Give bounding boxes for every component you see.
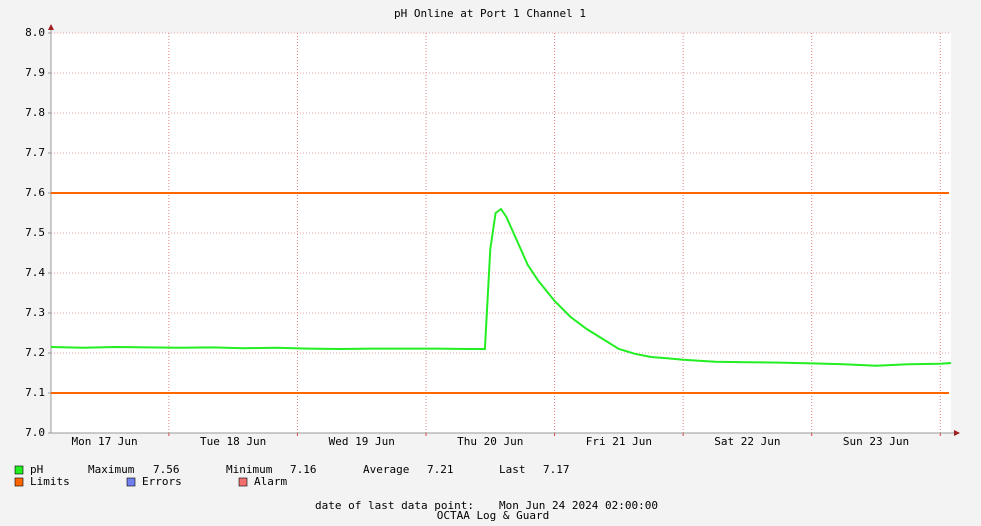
stat-label: Maximum (88, 463, 135, 476)
y-tick-label: 7.1 (25, 386, 45, 399)
axis-arrow (48, 24, 54, 30)
stat-value: 7.21 (427, 463, 454, 476)
legend-swatch (126, 477, 136, 487)
watermark: OCTAA Log & Guard (437, 509, 550, 522)
stat-value: 7.16 (290, 463, 317, 476)
stat-value: 7.56 (153, 463, 180, 476)
legend-label: Limits (30, 475, 70, 488)
y-tick-label: 7.4 (25, 266, 45, 279)
x-tick-label: Sun 23 Jun (843, 435, 909, 448)
x-tick-label: Thu 20 Jun (457, 435, 523, 448)
stat-label: Last (499, 463, 526, 476)
y-tick-label: 7.9 (25, 66, 45, 79)
footer-label: date of last data point: (315, 499, 474, 512)
x-tick-label: Tue 18 Jun (200, 435, 266, 448)
stat-label: Minimum (226, 463, 273, 476)
legend-label: Errors (142, 475, 182, 488)
axis-arrow (954, 430, 960, 436)
x-tick-label: Wed 19 Jun (329, 435, 395, 448)
y-tick-label: 7.6 (25, 186, 45, 199)
y-tick-label: 7.8 (25, 106, 45, 119)
y-tick-label: 7.2 (25, 346, 45, 359)
data-line (50, 207, 952, 367)
legend-label: Alarm (254, 475, 287, 488)
y-tick-label: 7.7 (25, 146, 45, 159)
y-tick-label: 8.0 (25, 26, 45, 39)
legend-swatch (14, 465, 24, 475)
y-tick-label: 7.5 (25, 226, 45, 239)
legend-label: pH (30, 463, 43, 476)
stat-label: Average (363, 463, 409, 476)
stat-value: 7.17 (543, 463, 570, 476)
y-tick-label: 7.0 (25, 426, 45, 439)
y-tick-label: 7.3 (25, 306, 45, 319)
x-tick-label: Sat 22 Jun (714, 435, 780, 448)
x-tick-label: Mon 17 Jun (71, 435, 137, 448)
x-tick-label: Fri 21 Jun (586, 435, 652, 448)
legend-swatch (14, 477, 24, 487)
chart-title: pH Online at Port 1 Channel 1 (394, 7, 586, 20)
footer-value: Mon Jun 24 2024 02:00:00 (499, 499, 658, 512)
legend-swatch (238, 477, 248, 487)
